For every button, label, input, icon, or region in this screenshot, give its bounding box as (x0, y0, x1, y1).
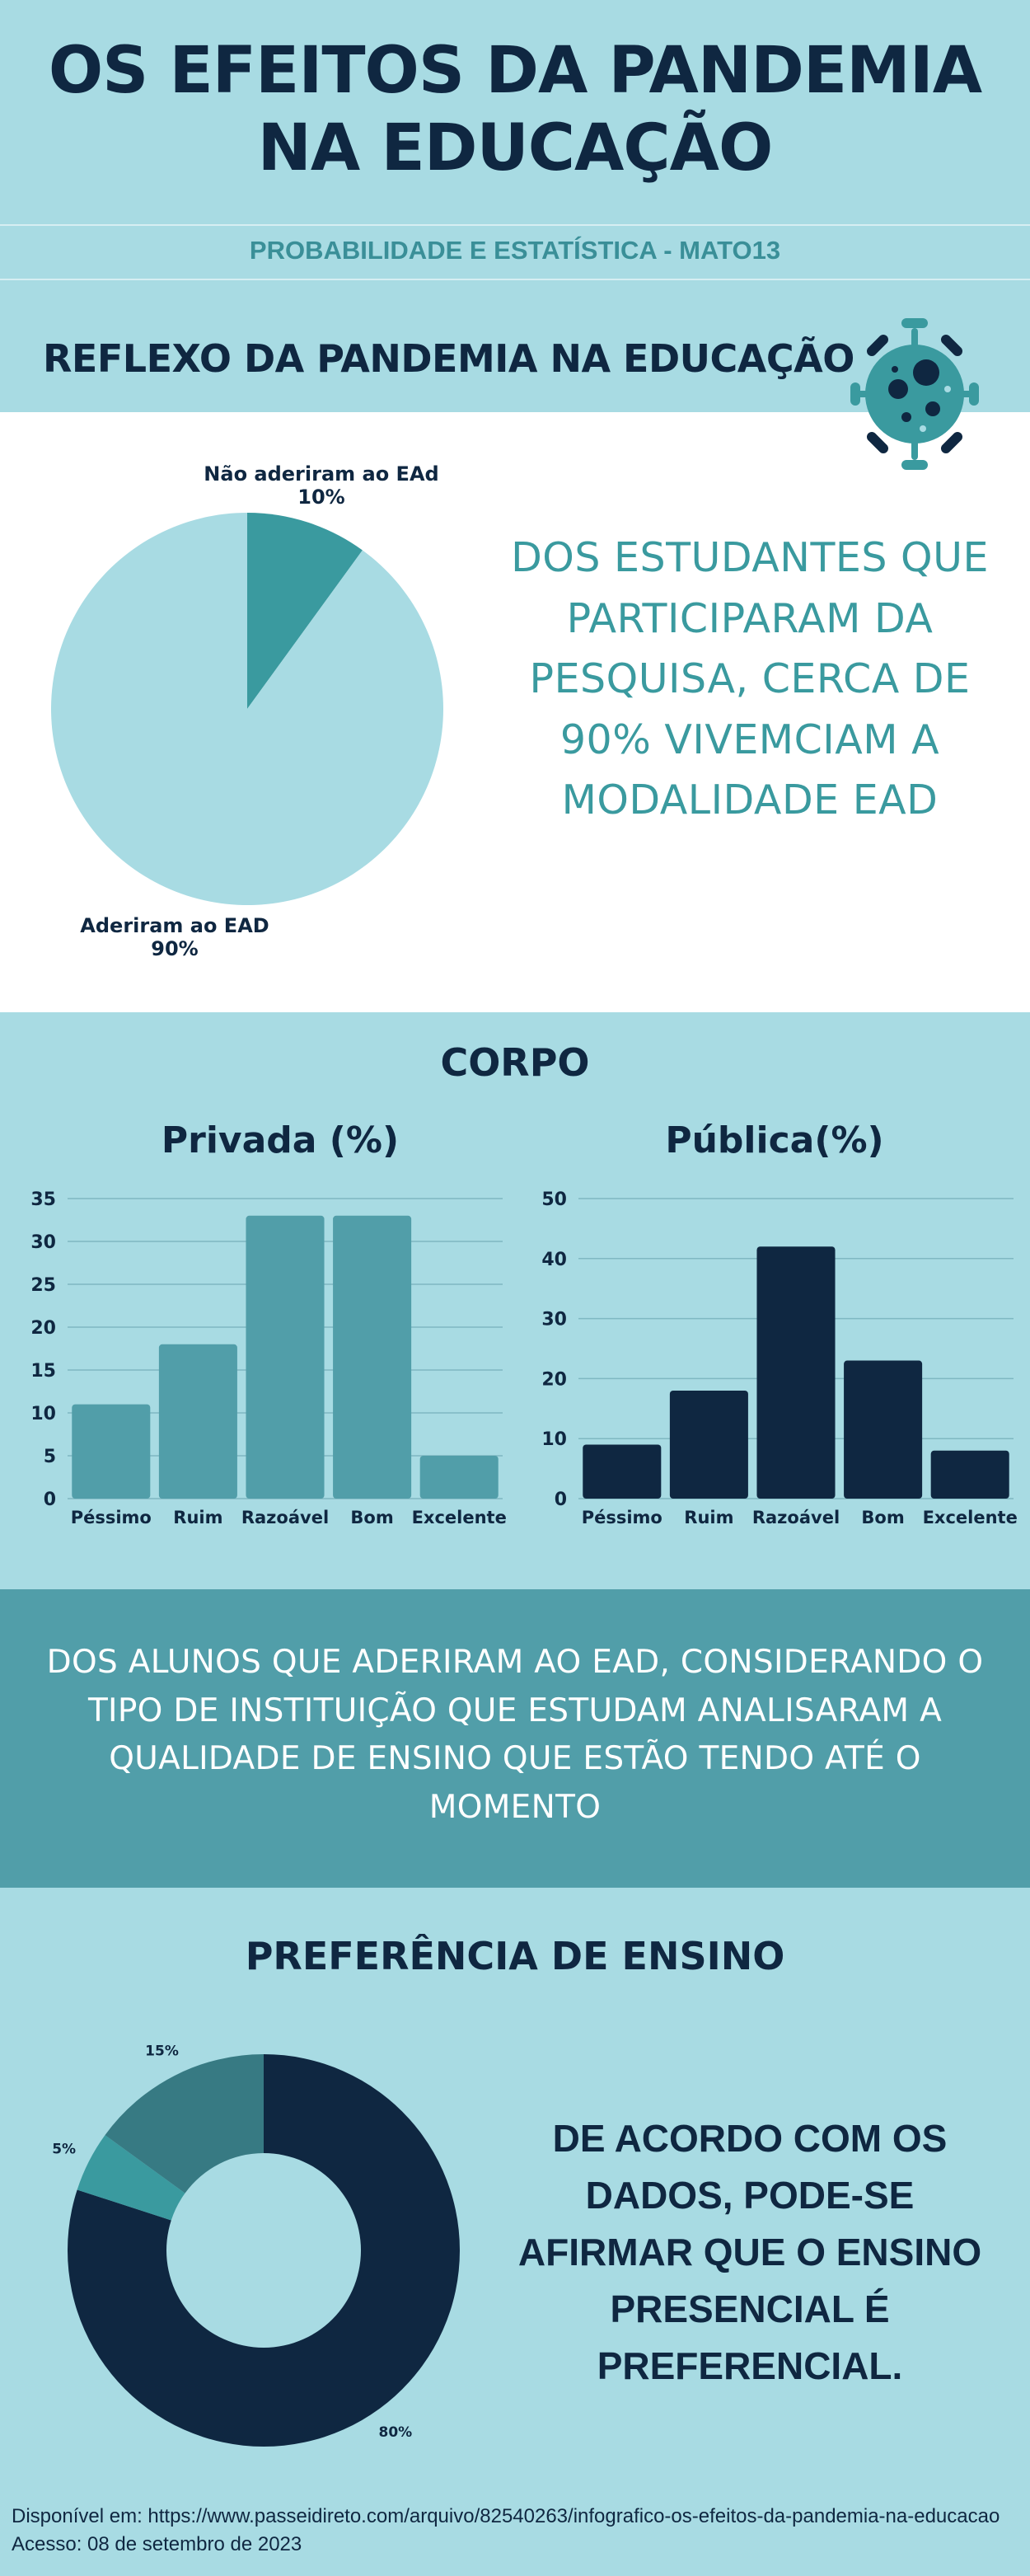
bar-chart-publica: 0 10 20 30 40 50 Péssimo Ruim Razoável Bom Excelen… (541, 1189, 1018, 1527)
x-tick-label: Ruim (173, 1508, 222, 1527)
donut-value-label: 80% (379, 2424, 413, 2441)
y-tick-label: 30 (30, 1232, 56, 1253)
bar-Ruim (669, 1390, 748, 1499)
x-tick-label: Péssimo (71, 1508, 152, 1527)
y-tick-label: 25 (30, 1275, 56, 1296)
teal-band (0, 1589, 1030, 1888)
donut-value-label: 15% (145, 2043, 179, 2060)
page-title: OS EFEITOS DA PANDEMIA NA EDUCAÇÃO (0, 33, 1030, 187)
y-tick-label: 5 (44, 1447, 56, 1467)
y-tick-label: 10 (30, 1404, 56, 1424)
bar-Excelente (419, 1456, 499, 1499)
x-tick-label: Razoável (241, 1508, 329, 1527)
bar-Péssimo (72, 1404, 151, 1499)
divider (0, 224, 1030, 226)
bar-Bom (844, 1360, 923, 1499)
pie-label-text: Não aderiram ao EAd (204, 462, 439, 486)
bar-Razoável (246, 1215, 325, 1499)
footer-link[interactable]: Disponível em: https://www.passeidireto.… (12, 2505, 1000, 2527)
statement-qualidade: DOS ALUNOS QUE ADERIRAM AO EAD, CONSIDER… (46, 1644, 984, 1826)
donut-slice-0 (67, 2054, 460, 2447)
pie-label-text: Aderiram ao EAD (80, 914, 269, 937)
x-tick-label: Excelente (412, 1508, 507, 1527)
bar-Péssimo (583, 1444, 662, 1499)
virus-icon (850, 318, 979, 470)
y-tick-label: 50 (541, 1189, 567, 1210)
y-tick-label: 40 (541, 1250, 567, 1270)
bar-Excelente (930, 1450, 1009, 1499)
y-tick-label: 10 (541, 1429, 567, 1450)
divider (0, 279, 1030, 280)
donut-slice-2 (105, 2054, 264, 2194)
pie-label-nao-aderiram: Não aderiram ao EAd 10% (173, 462, 470, 509)
pie-slice-1 (51, 513, 443, 905)
pie-label-value: 10% (297, 485, 345, 509)
y-tick-label: 35 (30, 1189, 56, 1210)
y-tick-label: 15 (30, 1361, 56, 1382)
x-tick-label: Bom (350, 1508, 393, 1527)
statement-preferencia: DE ACORDO COM OS DADOS, PODE-SE AFIRMAR … (517, 2117, 982, 2387)
pie-label-aderiram: Aderiram ao EAD 90% (51, 914, 298, 960)
bar-Bom (333, 1215, 412, 1499)
section-title-corpo: CORPO (440, 1040, 590, 1085)
bar-chart-privada: 0 5 10 15 20 25 30 35 Péssimo Ruim Razoável Bom Exce… (30, 1189, 507, 1527)
pie-chart-adesao (51, 513, 443, 905)
bar-Ruim (158, 1344, 237, 1499)
x-tick-label: Ruim (684, 1508, 733, 1527)
x-tick-label: Péssimo (582, 1508, 662, 1527)
pie-label-value: 90% (151, 936, 199, 960)
donut-slice-1 (77, 2135, 185, 2221)
x-tick-label: Razoável (752, 1508, 840, 1527)
chart-title-privada: Privada (%) (161, 1119, 400, 1161)
title-line-2: NA EDUCAÇÃO (257, 110, 774, 185)
y-tick-label: 20 (541, 1369, 567, 1390)
chart-title-publica: Pública(%) (665, 1119, 884, 1161)
donut-chart-preferencia: 80% 5% 15% (52, 2043, 460, 2447)
statement-ead: DOS ESTUDANTES QUE PARTICIPARAM DA PESQU… (511, 534, 989, 823)
subtitle: PROBABILIDADE E ESTATÍSTICA - MATO13 (249, 236, 781, 265)
y-tick-label: 30 (541, 1310, 567, 1330)
donut-value-label: 5% (52, 2142, 76, 2158)
x-tick-label: Excelente (923, 1508, 1018, 1527)
pie-slice-0 (247, 513, 363, 709)
bar-Razoável (756, 1246, 836, 1499)
footer-source: Disponível em: https://www.passeidireto.… (12, 2503, 1025, 2558)
footer-access-date: Acesso: 08 de setembro de 2023 (12, 2532, 302, 2555)
section-title-preferencia: PREFERÊNCIA DE ENSINO (245, 1934, 785, 1978)
y-tick-label: 0 (555, 1490, 567, 1510)
section-title-reflexo: REFLEXO DA PANDEMIA NA EDUCAÇÃO (43, 336, 854, 381)
x-tick-label: Bom (861, 1508, 904, 1527)
y-tick-label: 20 (30, 1318, 56, 1339)
title-line-1: OS EFEITOS DA PANDEMIA (48, 34, 982, 108)
y-tick-label: 0 (44, 1490, 56, 1510)
